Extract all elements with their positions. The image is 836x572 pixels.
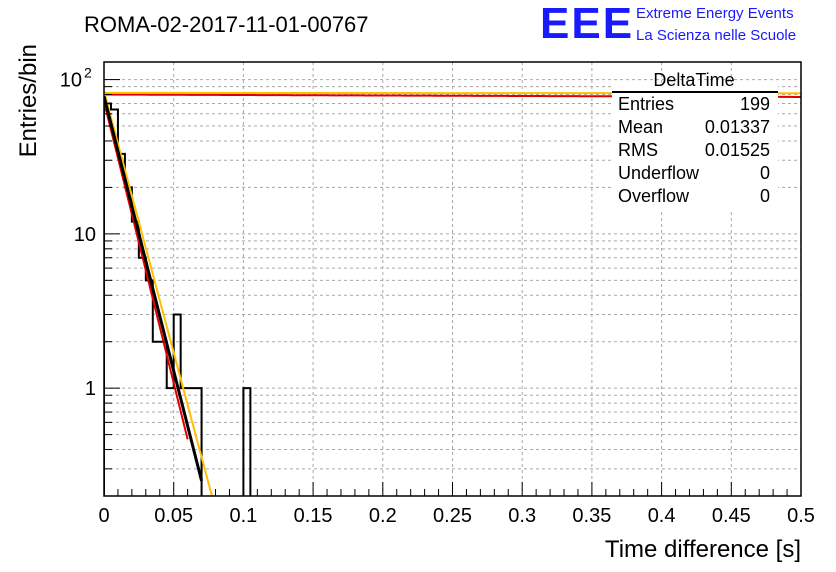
x-tick-label: 0.25 [433,505,472,527]
x-tick-labels: 0 0.05 0.1 0.15 0.2 0.25 0.3 0.35 0.4 0.45 0.5 [98,505,814,527]
x-axis-label: Time difference [s] [605,536,801,563]
stats-label-rms: RMS [618,140,658,160]
stats-value-mean: 0.01337 [705,117,770,137]
stats-value-entries: 199 [740,94,770,114]
stats-value-rms: 0.01525 [705,140,770,160]
y-tick-label: 10 [60,70,82,92]
y-tick-label: 1 [85,378,96,400]
stats-label-overflow: Overflow [618,186,690,206]
stats-label-entries: Entries [618,94,674,114]
x-tick-label: 0.2 [369,505,397,527]
eee-logo: EEE Extreme Energy Events La Scienza nel… [540,0,796,48]
logo-line-1: Extreme Energy Events [636,5,794,22]
x-tick-label: 0.4 [648,505,676,527]
stats-box: DeltaTime Entries 199 Mean 0.01337 RMS 0… [612,70,778,210]
stats-box-background [612,86,778,210]
x-tick-label: 0 [98,505,109,527]
stats-label-mean: Mean [618,117,663,137]
x-tick-label: 0.3 [508,505,536,527]
stats-header: DeltaTime [653,70,734,90]
logo-mark: EEE [540,0,634,48]
stats-label-underflow: Underflow [618,163,700,183]
axis-ticks [103,79,802,497]
x-tick-label: 0.05 [154,505,193,527]
y-tick-label: 10 [74,224,96,246]
x-tick-label: 0.35 [572,505,611,527]
x-tick-label: 0.45 [712,505,751,527]
chart-title: ROMA-02-2017-11-01-00767 [84,12,369,37]
fit-curve-3 [104,101,189,440]
histogram [104,102,252,496]
y-axis-label: Entries/bin [15,44,42,157]
x-tick-label: 0.15 [294,505,333,527]
y-tick-exponent: 2 [84,65,92,81]
grid [104,62,801,497]
histogram-outline [104,102,252,496]
stats-value-underflow: 0 [760,163,770,183]
logo-line-2: La Scienza nelle Scuole [636,27,796,44]
x-tick-label: 0.5 [787,505,815,527]
fit-curve-5 [104,95,204,482]
stats-value-overflow: 0 [760,186,770,206]
fit-curve-4 [104,91,213,496]
x-tick-label: 0.1 [229,505,257,527]
